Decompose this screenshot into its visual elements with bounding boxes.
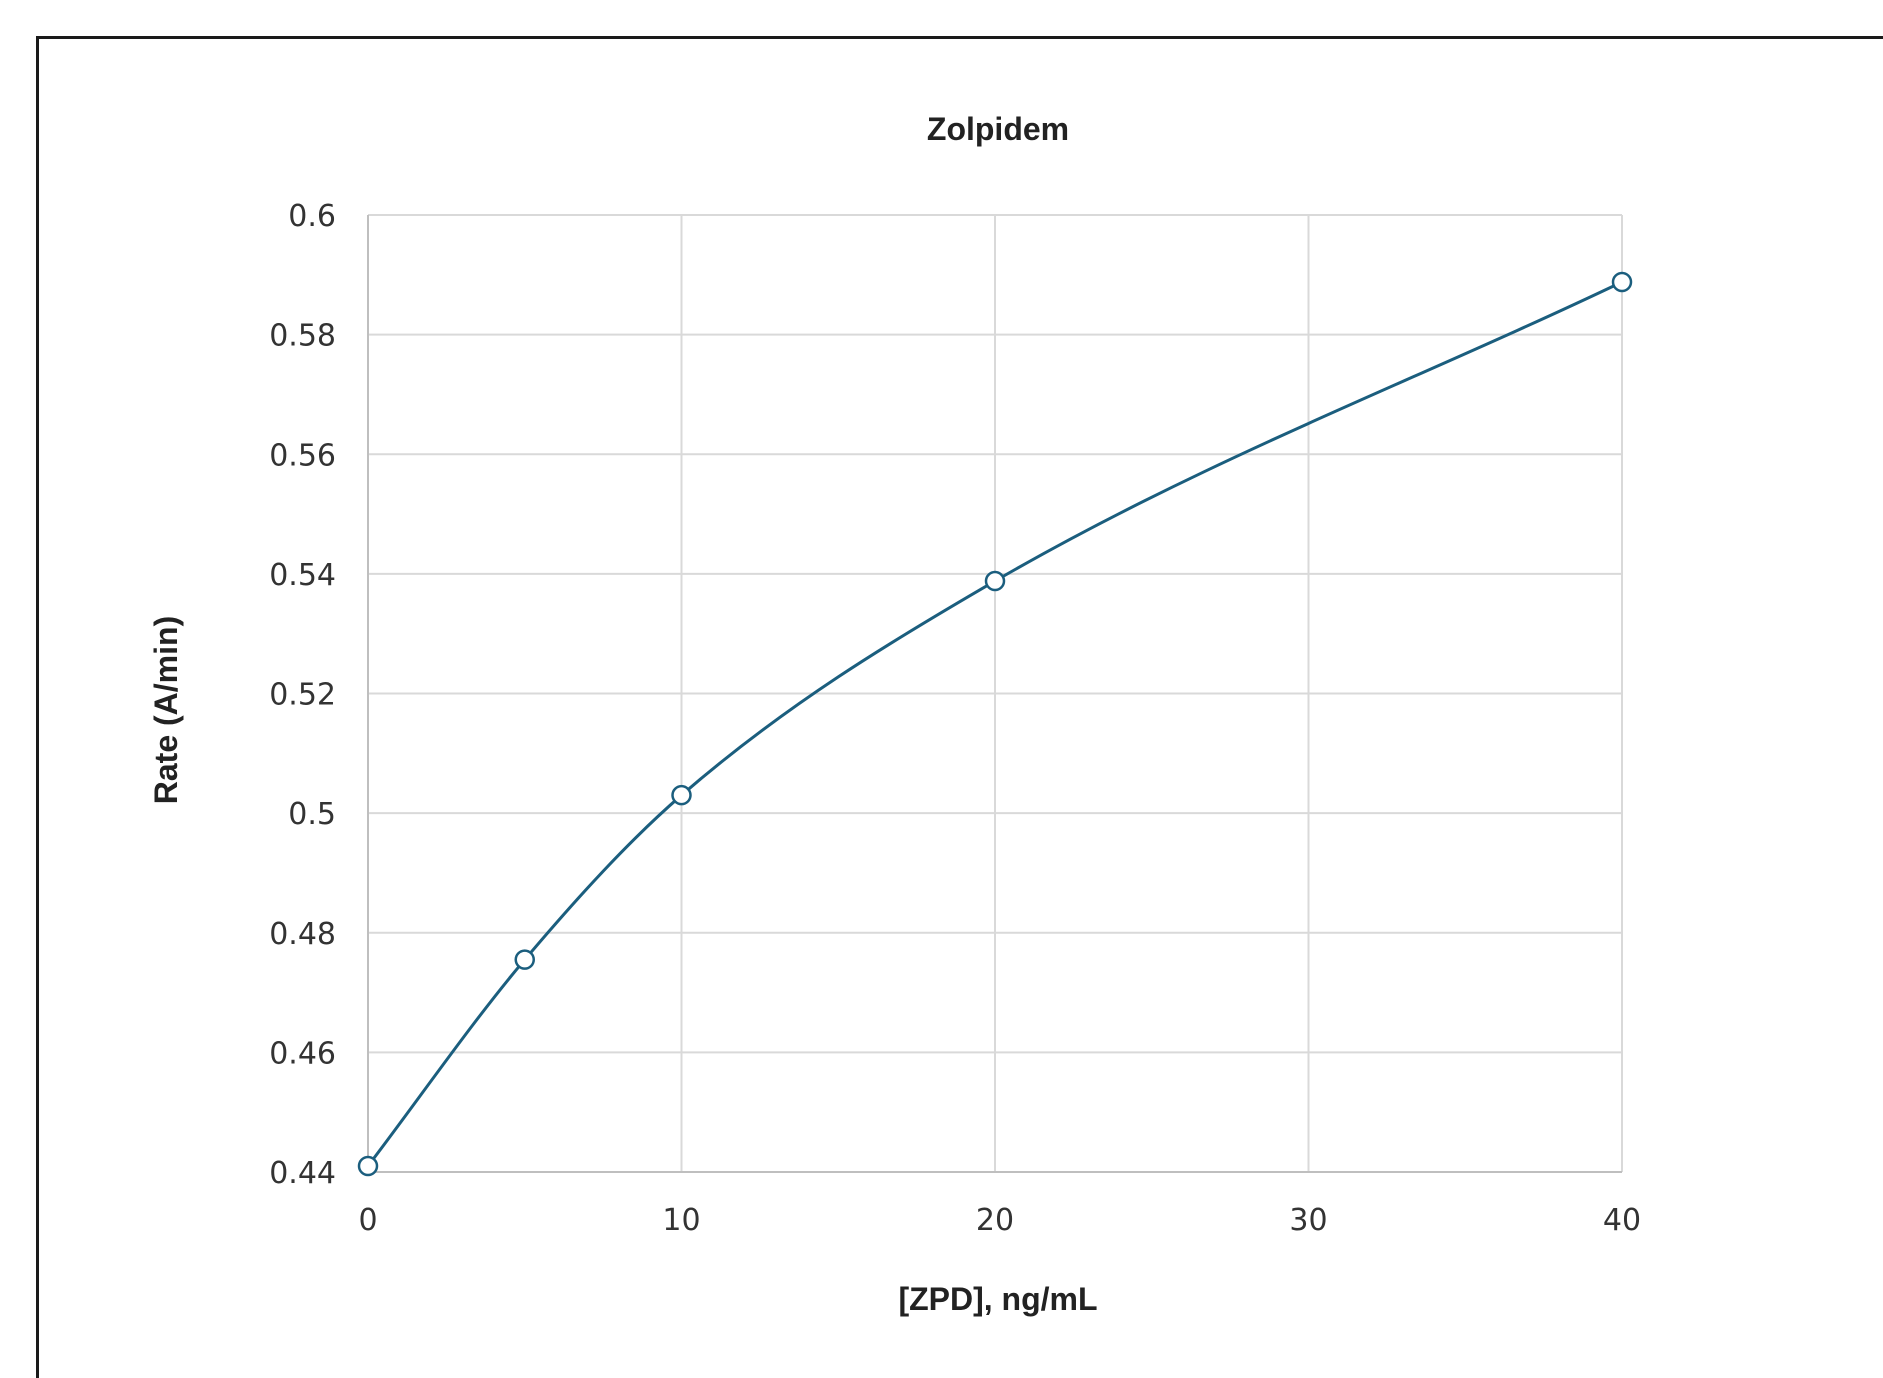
y-tick-label: 0.58 xyxy=(269,319,336,354)
data-series xyxy=(357,271,1633,1177)
x-tick-label: 40 xyxy=(1603,1203,1641,1238)
y-axis-label: Rate (A/min) xyxy=(148,616,184,804)
y-tick-label: 0.52 xyxy=(269,678,336,713)
x-axis-label: [ZPD], ng/mL xyxy=(898,1281,1097,1317)
x-tick-label: 20 xyxy=(976,1203,1014,1238)
x-tick-label: 30 xyxy=(1289,1203,1327,1238)
y-tick-label: 0.5 xyxy=(288,797,336,832)
data-point xyxy=(514,949,535,970)
grid-lines xyxy=(368,214,1623,1172)
data-point xyxy=(1611,271,1633,293)
y-tick-label: 0.56 xyxy=(269,438,336,473)
x-tick-label: 10 xyxy=(662,1203,700,1238)
chart-frame xyxy=(36,36,1883,1378)
x-tick-label: 0 xyxy=(358,1203,377,1238)
chart-title: Zolpidem xyxy=(927,111,1069,147)
data-point xyxy=(671,784,692,806)
series-curve xyxy=(366,280,1623,1167)
y-tick-label: 0.54 xyxy=(269,558,336,593)
data-point xyxy=(357,1155,379,1177)
y-tick-labels: 0.44 0.46 0.48 0.5 0.52 0.54 0.56 0.58 0.6 xyxy=(269,199,336,1191)
axes xyxy=(367,215,1622,1173)
y-tick-label: 0.48 xyxy=(269,917,336,952)
x-tick-labels: 0 10 20 30 40 xyxy=(358,1203,1641,1238)
data-point xyxy=(984,570,1006,592)
y-tick-label: 0.6 xyxy=(288,199,336,234)
y-tick-label: 0.46 xyxy=(269,1036,336,1071)
y-tick-label: 0.44 xyxy=(269,1156,336,1191)
